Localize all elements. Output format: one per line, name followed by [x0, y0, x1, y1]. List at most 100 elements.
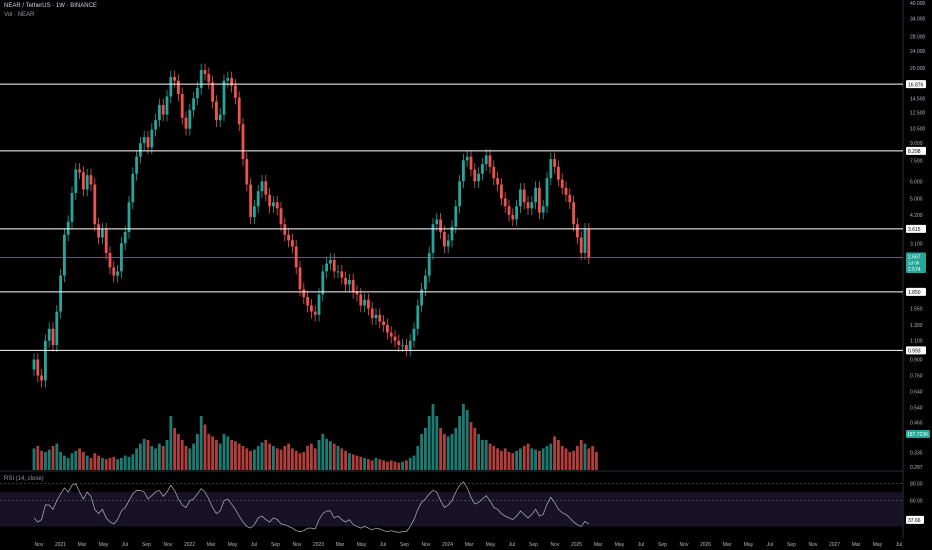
candle-body [367, 299, 370, 309]
volume-bar [462, 404, 465, 470]
volume-bar [336, 446, 340, 470]
volume-bar [180, 440, 184, 470]
time-axis-tick: Mar [465, 542, 474, 548]
volume-bar [530, 448, 534, 470]
candle-body [424, 275, 427, 290]
candle-body [85, 175, 89, 190]
volume-bar [192, 443, 195, 470]
volume-bar [488, 443, 492, 470]
price-axis-tick: 20.000 [910, 66, 926, 72]
time-axis-tick: Mar [594, 542, 603, 548]
candle-body [146, 137, 150, 148]
volume-bar [173, 428, 176, 470]
candle-body [101, 229, 104, 238]
candle-body [184, 117, 188, 129]
volume-bar [169, 416, 173, 470]
candle-body [450, 226, 454, 241]
volume-bar [549, 443, 553, 470]
time-axis-tick: Nov [551, 542, 560, 548]
time-axis-tick: Jul [509, 542, 515, 548]
volume-bar [256, 446, 260, 470]
volume-bar [203, 424, 207, 470]
candle-body [332, 259, 336, 272]
candle-body [230, 78, 233, 86]
current-price-badge [906, 252, 926, 269]
candle-body [564, 187, 568, 195]
volume-bar [199, 416, 203, 470]
volume-bar [131, 454, 135, 470]
price-axis-tick: 1.300 [910, 323, 923, 329]
volume-bar [188, 448, 192, 470]
volume-bar [481, 440, 484, 470]
candle-body [458, 181, 461, 207]
volume-bar [382, 460, 385, 470]
volume-bar [484, 440, 488, 470]
volume-bar [458, 416, 461, 470]
candle-body [572, 202, 575, 225]
candle-body [93, 184, 97, 225]
candle-body [317, 294, 321, 315]
candle-body [446, 240, 450, 247]
level-badge [906, 80, 926, 89]
candle-body [127, 202, 131, 232]
volume-bar [253, 449, 256, 470]
volume-bar [32, 448, 36, 470]
price-axis-tick: 0.335 [910, 450, 923, 456]
volume-bar [348, 453, 351, 470]
volume-bar [47, 449, 51, 470]
volume-bar [344, 450, 347, 470]
time-axis-tick: Mar [852, 542, 861, 548]
candle-body [142, 137, 146, 144]
volume-bar [127, 456, 131, 470]
volume-bar [321, 434, 325, 470]
candle-body [534, 187, 537, 203]
volume-bar [40, 450, 43, 470]
price-axis-tick: 12.500 [910, 110, 926, 116]
candle-body [522, 189, 526, 203]
candle-body [222, 80, 226, 115]
candle-body [237, 97, 241, 125]
volume-bar [207, 434, 211, 470]
volume-bar [439, 428, 442, 470]
volume-bar [454, 428, 458, 470]
volume-bar [135, 448, 138, 470]
volume-bar [82, 452, 85, 470]
volume-bar [469, 422, 473, 470]
candle-body [370, 308, 374, 319]
candle-body [473, 169, 477, 182]
time-axis-tick: May [615, 542, 625, 548]
time-axis-tick: Nov [809, 542, 818, 548]
time-axis-tick: 2021 [55, 542, 66, 548]
candle-body [55, 311, 59, 346]
candle-body [112, 267, 116, 276]
rsi-line [33, 481, 589, 533]
time-axis-tick: Nov [164, 542, 173, 548]
time-axis-tick: 2024 [442, 542, 453, 548]
volume-bar [279, 449, 283, 470]
volume-bar [443, 434, 446, 470]
volume-bar [165, 440, 169, 470]
candle-body [443, 231, 446, 247]
volume-bar [405, 460, 408, 470]
time-axis-tick: Sep [658, 542, 667, 548]
time-axis-tick: May [99, 542, 109, 548]
candle-body [253, 206, 256, 218]
level-badge [906, 287, 926, 296]
candle-body [44, 340, 47, 381]
candle-body [74, 169, 78, 193]
volume-bar [44, 452, 47, 470]
volume-bar [568, 452, 572, 470]
candle-body [477, 173, 480, 182]
price-axis-tick: 1.550 [910, 306, 923, 312]
time-axis-tick: 2022 [184, 542, 195, 548]
candle-body [355, 291, 359, 295]
time-axis-tick: Nov [680, 542, 689, 548]
volume-bar [351, 454, 355, 470]
candle-body [412, 328, 416, 341]
volume-bar [583, 443, 587, 470]
candle-body [177, 80, 180, 94]
candle-body [488, 155, 492, 167]
candle-body [97, 224, 100, 238]
candle-body [579, 237, 583, 253]
